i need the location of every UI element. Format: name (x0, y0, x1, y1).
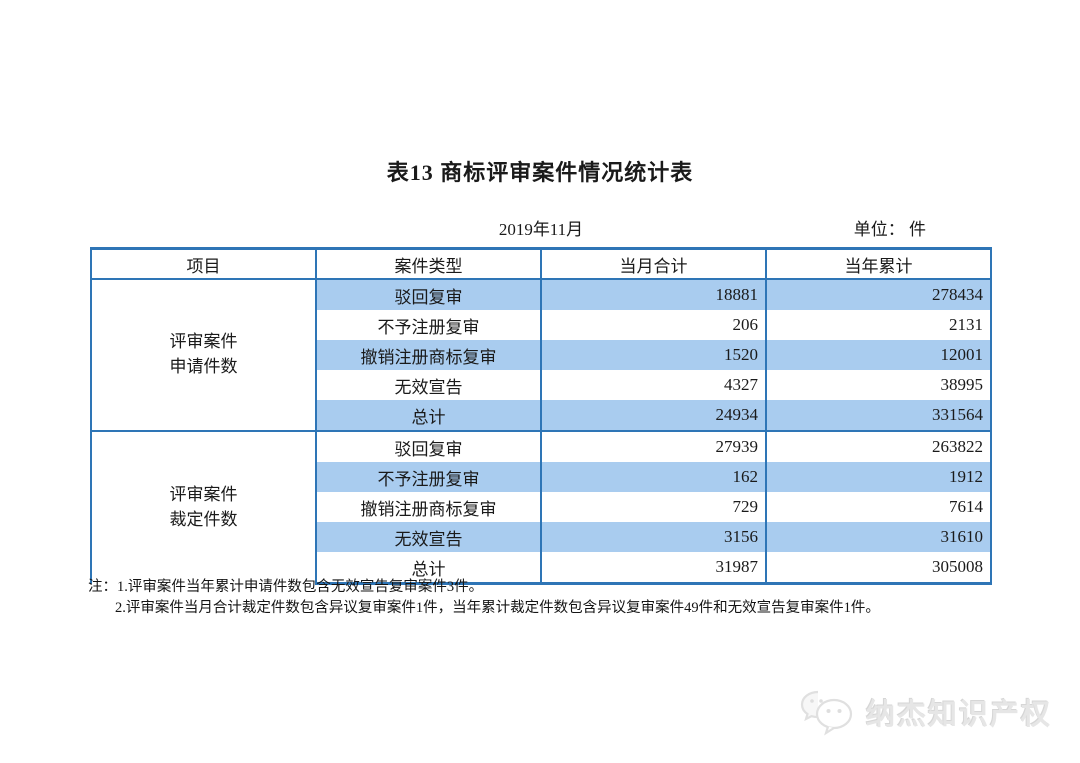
header-row: 项目 案件类型 当月合计 当年累计 (90, 247, 992, 280)
case-type-cell: 驳回复审 (315, 430, 542, 462)
year-cumulative-cell: 263822 (765, 430, 992, 462)
case-type-cell: 不予注册复审 (315, 462, 542, 492)
year-cumulative-cell: 38995 (765, 370, 992, 400)
month-total-cell: 3156 (540, 522, 767, 552)
month-total-cell: 24934 (540, 400, 767, 431)
table-row: 无效宣告 3156 31610 (91, 522, 992, 552)
month-total-cell: 729 (540, 492, 767, 522)
table-row: 评审案件 申请件数 驳回复审 18881 278434 (90, 279, 992, 431)
year-cumulative-cell: 331564 (765, 400, 992, 431)
case-type-cell: 无效宣告 (315, 522, 542, 552)
month-total-cell: 18881 (540, 279, 767, 310)
year-cumulative-cell: 278434 (765, 279, 992, 310)
month-total-cell: 206 (540, 310, 767, 340)
table-row: 评审案件 裁定件数 驳回复审 27939 263822 (90, 430, 992, 584)
header-item: 项目 (90, 247, 317, 280)
table-row: 无效宣告 4327 38995 (91, 370, 992, 400)
wechat-icon (800, 690, 853, 736)
table-row: 撤销注册商标复审 1520 12001 (91, 340, 992, 370)
footnote-line: 注：1.评审案件当年累计申请件数包含无效宣告复审案件3件。 (88, 577, 1008, 598)
header-month-total: 当月合计 (540, 247, 767, 280)
header-case-type: 案件类型 (315, 247, 542, 280)
case-type-cell: 无效宣告 (315, 370, 542, 400)
table-row: 撤销注册商标复审 729 7614 (91, 492, 992, 522)
month-total-cell: 31987 (540, 552, 767, 585)
year-cumulative-cell: 31610 (765, 522, 992, 552)
report-period: 2019年11月 (498, 220, 584, 239)
case-type-cell: 撤销注册商标复审 (315, 340, 542, 370)
year-cumulative-cell: 7614 (765, 492, 992, 522)
case-type-cell: 驳回复审 (315, 279, 542, 310)
brand-watermark: 纳杰知识产权 (798, 688, 1052, 736)
case-type-cell: 总计 (315, 400, 542, 431)
table-row: 不予注册复审 206 2131 (91, 310, 992, 340)
page-title: 表13 商标评审案件情况统计表 (386, 160, 694, 185)
month-total-cell: 1520 (540, 340, 767, 370)
group-label-applications: 评审案件 申请件数 (90, 279, 317, 431)
brand-name: 纳杰知识产权 (865, 699, 1052, 731)
month-total-cell: 162 (540, 462, 767, 492)
footnote-line: 2.评审案件当月合计裁定件数包含异议复审案件1件，当年累计裁定件数包含异议复审案… (88, 598, 1008, 619)
footnote-prefix: 注： (88, 579, 117, 595)
table-row: 不予注册复审 162 1912 (91, 462, 992, 492)
header-year-cumulative: 当年累计 (765, 247, 992, 280)
month-total-cell: 27939 (540, 430, 767, 462)
table-row-total: 总计 24934 331564 (91, 400, 992, 431)
unit-label: 单位： 件 (853, 220, 926, 239)
table-row-total: 总计 31987 305008 (91, 552, 992, 585)
case-type-cell: 撤销注册商标复审 (315, 492, 542, 522)
month-total-cell: 4327 (540, 370, 767, 400)
footnote-text: 2.评审案件当月合计裁定件数包含异议复审案件1件，当年累计裁定件数包含异议复审案… (115, 600, 880, 616)
group-label-rulings: 评审案件 裁定件数 (90, 430, 317, 584)
table-meta: 2019年11月 单位： 件 (90, 215, 992, 243)
case-type-cell: 不予注册复审 (315, 310, 542, 340)
footnotes: 注：1.评审案件当年累计申请件数包含无效宣告复审案件3件。 2.评审案件当月合计… (88, 577, 1008, 619)
year-cumulative-cell: 2131 (765, 310, 992, 340)
year-cumulative-cell: 1912 (765, 462, 992, 492)
case-type-cell: 总计 (315, 552, 542, 585)
year-cumulative-cell: 305008 (765, 552, 992, 585)
statistics-table-wrap: 项目 案件类型 当月合计 当年累计 评审案件 申请件数 驳回复审 18881 2… (90, 247, 992, 585)
year-cumulative-cell: 12001 (765, 340, 992, 370)
footnote-text: 1.评审案件当年累计申请件数包含无效宣告复审案件3件。 (117, 579, 484, 595)
statistics-table: 项目 案件类型 当月合计 当年累计 评审案件 申请件数 驳回复审 18881 2… (90, 247, 992, 585)
